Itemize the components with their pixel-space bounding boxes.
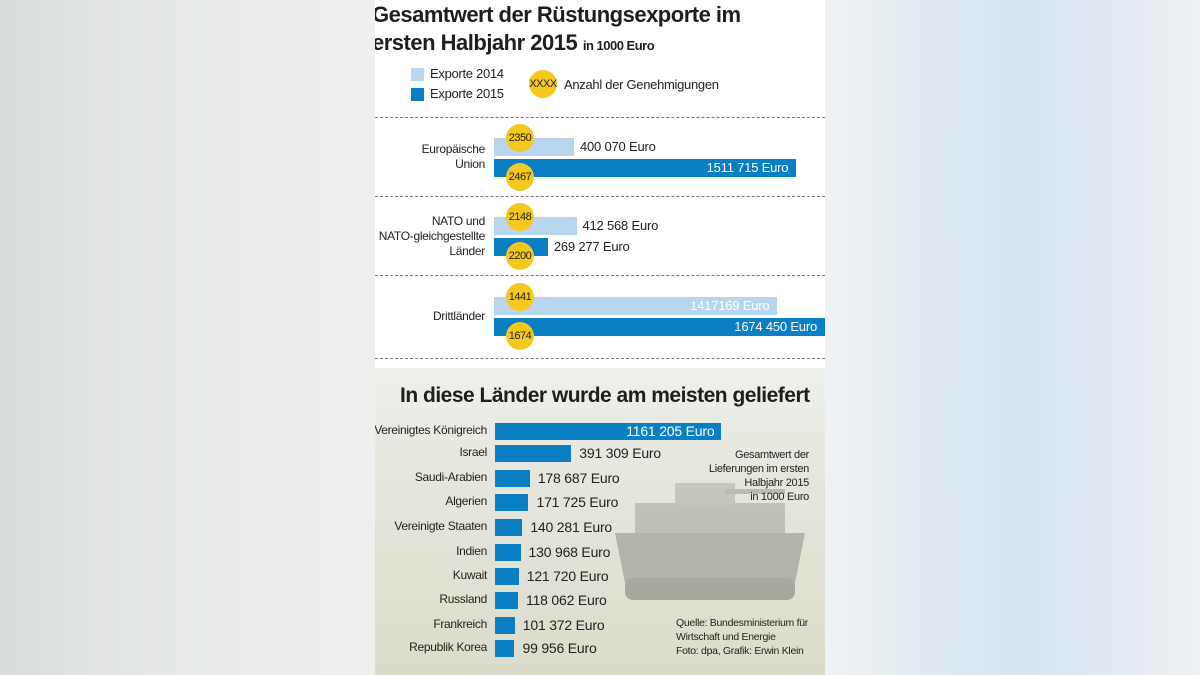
country-label: Indien <box>456 544 487 558</box>
country-value: 1161 205 Euro <box>626 423 715 439</box>
approvals-circle: 2467 <box>506 163 534 191</box>
bar-2014 <box>494 297 778 315</box>
legend-label-2015: Exporte 2015 <box>430 86 504 101</box>
bar-2015 <box>494 159 797 177</box>
country-label: Russland <box>439 592 487 606</box>
legend-swatch-2014 <box>411 68 424 81</box>
country-label: Frankreich <box>433 617 487 631</box>
countries-title: In diese Länder wurde am meisten geliefe… <box>400 384 810 407</box>
divider <box>375 196 825 197</box>
legend-approvals-label: Anzahl der Genehmigungen <box>564 77 719 92</box>
country-value: 101 372 Euro <box>522 617 605 633</box>
country-label: Republik Korea <box>409 640 487 654</box>
country-bar <box>495 470 530 487</box>
divider <box>375 275 825 276</box>
country-value: 391 309 Euro <box>579 445 661 461</box>
countries-section: In diese Länder wurde am meisten geliefe… <box>375 368 825 675</box>
country-bar <box>495 544 521 561</box>
source-line: Quelle: Bundesministerium für <box>676 617 808 629</box>
country-bar <box>495 494 529 511</box>
country-value: 99 956 Euro <box>522 640 597 656</box>
divider <box>375 117 825 118</box>
country-label: Kuwait <box>452 568 488 582</box>
legend-label-2014: Exporte 2014 <box>430 66 504 81</box>
country-bar <box>495 423 722 440</box>
group-label-line: Europäische <box>421 142 486 156</box>
value-label: 400 070 Euro <box>580 139 656 154</box>
country-value: 178 687 Euro <box>537 470 620 486</box>
country-bar <box>495 640 515 657</box>
country-bar <box>495 445 572 462</box>
tank-photo <box>615 483 805 600</box>
infographic: Gesamtwert der Rüstungsexporte im ersten… <box>375 0 825 675</box>
approvals-circle: 2350 <box>506 124 534 152</box>
note-line: in 1000 Euro <box>750 491 809 503</box>
chart-title-line1: Gesamtwert der Rüstungsexporte im <box>375 2 741 27</box>
value-label: 1417169 Euro <box>690 298 770 313</box>
group-label-line: NATO und <box>431 213 485 228</box>
country-label: Saudi-Arabien <box>414 470 487 484</box>
country-bar <box>495 617 515 634</box>
group-label-line: NATO-gleichgestellte <box>378 228 486 243</box>
source-line: Wirtschaft und Energie <box>676 631 776 643</box>
source-credits: Quelle: Bundesministerium für Wirtschaft… <box>676 616 808 658</box>
approvals-circle: 1441 <box>506 283 534 311</box>
approvals-circle: 1674 <box>506 322 534 350</box>
note-line: Lieferungen im ersten <box>708 463 809 475</box>
legend-swatch-2015 <box>411 88 424 101</box>
bar-2015 <box>494 318 825 336</box>
approvals-circle: 2200 <box>506 242 534 270</box>
title-unit: in 1000 Euro <box>582 38 655 53</box>
country-bar <box>495 592 519 609</box>
group-label: NATO und NATO-gleichgestellte Länder <box>377 213 486 259</box>
legend-approvals-circle: XXXX <box>529 70 557 98</box>
country-label: Algerien <box>445 494 487 508</box>
country-label: Vereinigtes Königreich <box>375 423 487 437</box>
country-value: 118 062 Euro <box>526 592 607 608</box>
country-bar <box>495 568 519 585</box>
group-label-line: Drittländer <box>432 308 485 323</box>
country-label: Vereinigte Staaten <box>394 519 487 533</box>
countries-note: Gesamtwert der Lieferungen im ersten Hal… <box>709 448 809 504</box>
group-label-line: Union <box>455 157 485 171</box>
value-label: 269 277 Euro <box>553 239 630 254</box>
divider <box>375 358 825 359</box>
value-label: 1511 715 Euro <box>706 160 789 175</box>
country-value: 130 968 Euro <box>528 544 611 560</box>
credits-line: Foto: dpa, Grafik: Erwin Klein <box>676 645 804 657</box>
chart-title-line2: ersten Halbjahr 2015 in 1000 Euro <box>375 30 655 56</box>
country-value: 171 725 Euro <box>536 494 619 510</box>
title-text: ersten Halbjahr 2015 <box>375 30 578 55</box>
country-value: 140 281 Euro <box>530 519 613 535</box>
country-value: 121 720 Euro <box>526 568 609 584</box>
approvals-circle: 2148 <box>506 203 534 231</box>
value-label: 412 568 Euro <box>582 218 659 233</box>
group-label: Europäische Union <box>377 142 486 172</box>
country-label: Israel <box>459 445 487 459</box>
note-line: Halbjahr 2015 <box>744 477 809 489</box>
group-label: Drittländer <box>377 309 485 324</box>
note-line: Gesamtwert der <box>734 449 809 461</box>
group-label-line: Länder <box>449 243 485 258</box>
country-bar <box>495 519 523 536</box>
value-label: 1674 450 Euro <box>734 319 817 334</box>
